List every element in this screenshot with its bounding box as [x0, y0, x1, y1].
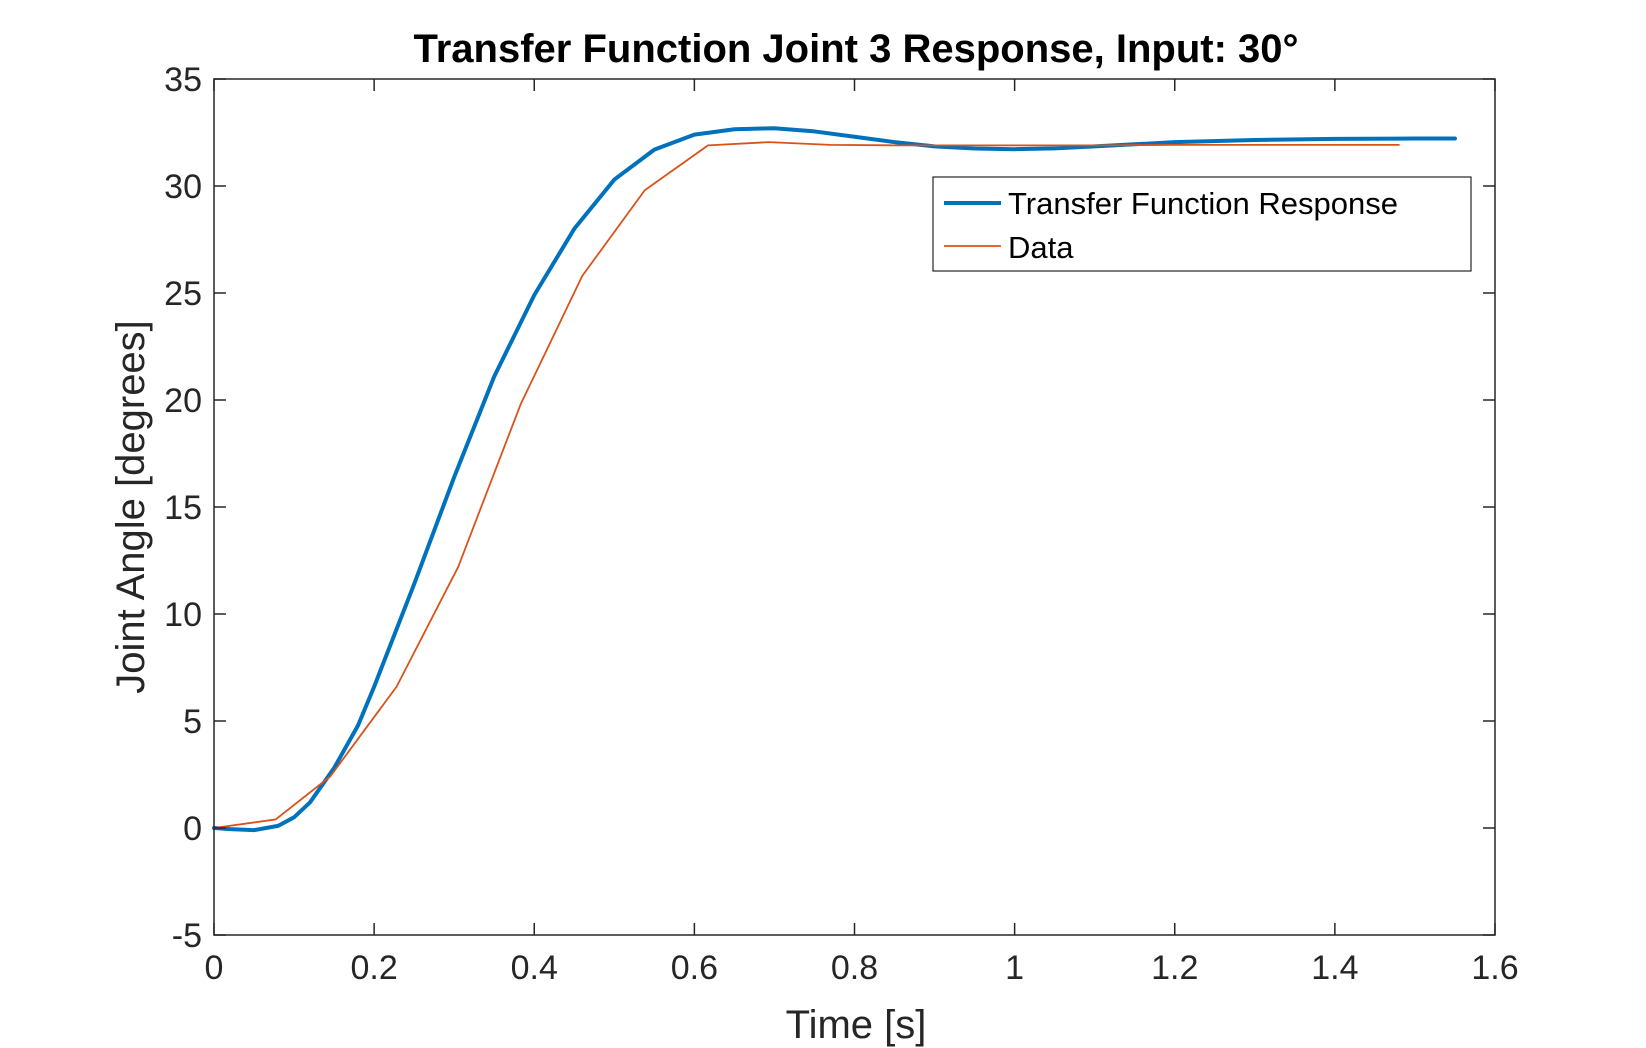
y-tick-label: -5: [172, 917, 202, 955]
legend-label-data: Data: [1008, 230, 1074, 265]
x-tick-label: 0.8: [831, 949, 878, 987]
x-tick-label: 1.4: [1311, 949, 1358, 987]
legend-box: [932, 176, 1472, 272]
y-tick-label: 35: [164, 61, 202, 99]
x-tick-label: 1: [1005, 949, 1024, 987]
x-tick-label: 1.6: [1471, 949, 1518, 987]
chart-title: Transfer Function Joint 3 Response, Inpu…: [414, 27, 1299, 71]
y-tick-label: 5: [183, 703, 202, 741]
x-tick-label: 0.4: [511, 949, 558, 987]
x-tick-label: 0.2: [350, 949, 397, 987]
legend-label-transfer-function-response: Transfer Function Response: [1008, 186, 1398, 221]
y-axis-label: Joint Angle [degrees]: [109, 320, 153, 694]
x-tick-label: 0: [205, 949, 224, 987]
y-tick-label: 15: [164, 489, 202, 527]
x-axis-label: Time [s]: [786, 1003, 927, 1047]
legend: Transfer Function Response Data: [932, 176, 1472, 272]
y-tick-label: 25: [164, 275, 202, 313]
x-tick-label: 1.2: [1151, 949, 1198, 987]
x-tick-label: 0.6: [671, 949, 718, 987]
y-tick-label: 30: [164, 168, 202, 206]
tick-marks: [213, 78, 1496, 936]
series-line-data: [213, 141, 1400, 829]
y-tick-labels: -5 0 5 10 15 20 25 30 35: [164, 61, 202, 955]
series-layer: [212, 126, 1457, 833]
y-tick-label: 20: [164, 382, 202, 420]
y-tick-label: 10: [164, 596, 202, 634]
x-tick-labels: 0 0.2 0.4 0.6 0.8 1 1.2 1.4 1.6: [205, 949, 1519, 987]
y-tick-label: 0: [183, 810, 202, 848]
